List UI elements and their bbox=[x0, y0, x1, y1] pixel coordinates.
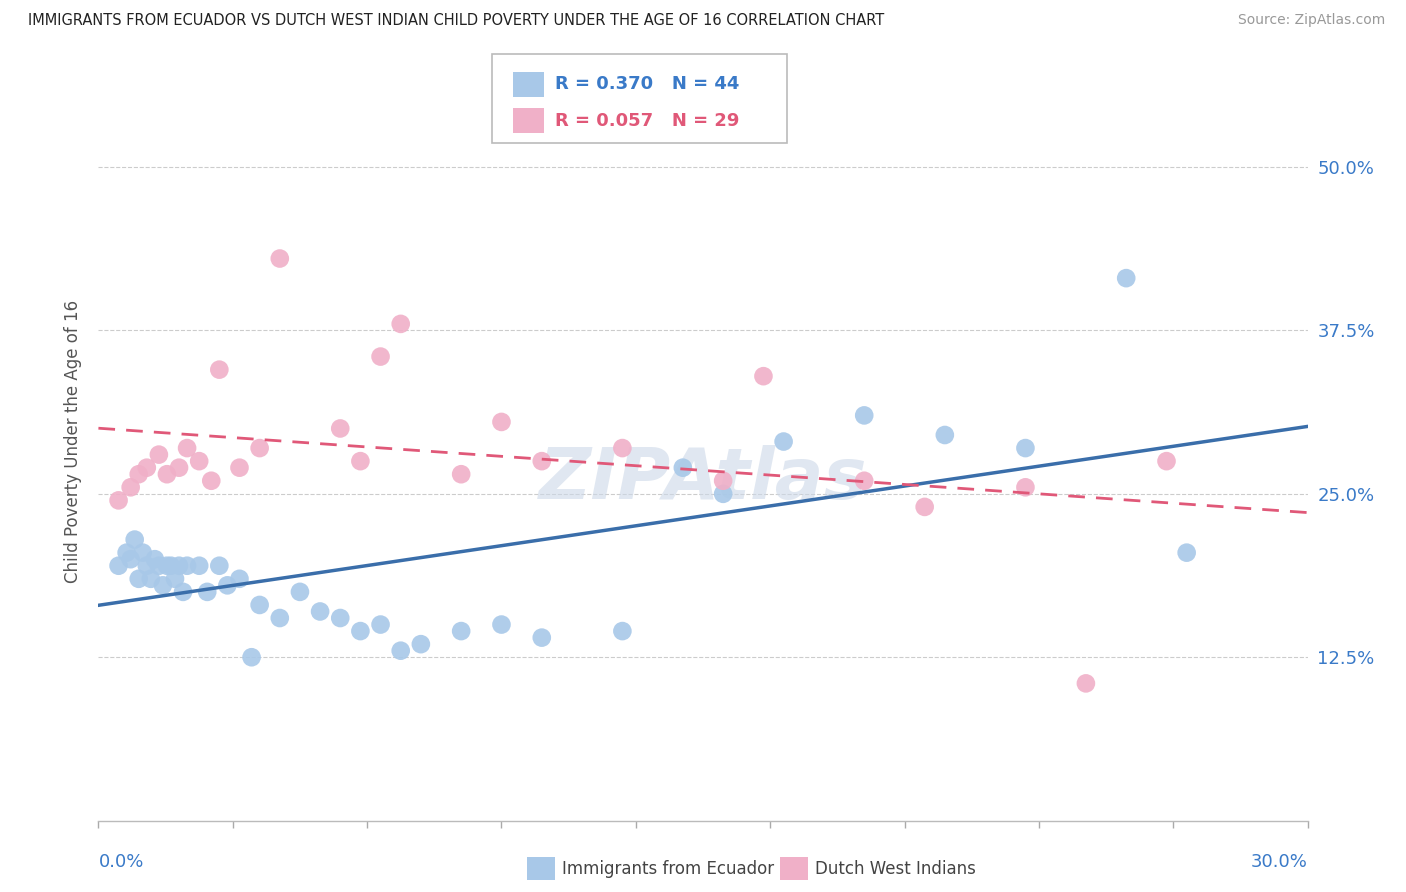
Point bbox=[530, 631, 553, 645]
Point bbox=[370, 350, 392, 364]
Point bbox=[132, 546, 155, 560]
Point bbox=[152, 578, 174, 592]
Text: Dutch West Indians: Dutch West Indians bbox=[815, 860, 976, 878]
Point bbox=[672, 460, 695, 475]
Point bbox=[349, 454, 371, 468]
Point bbox=[188, 454, 211, 468]
Point bbox=[176, 441, 198, 455]
Point bbox=[107, 493, 129, 508]
Point bbox=[240, 650, 263, 665]
Point bbox=[200, 474, 222, 488]
Point bbox=[188, 558, 211, 573]
Point bbox=[139, 572, 162, 586]
Point bbox=[148, 448, 170, 462]
Point bbox=[143, 552, 166, 566]
Point bbox=[124, 533, 146, 547]
Point bbox=[1156, 454, 1178, 468]
Point bbox=[156, 467, 179, 482]
Point bbox=[491, 415, 513, 429]
Point bbox=[163, 572, 186, 586]
Point bbox=[530, 454, 553, 468]
Text: Immigrants from Ecuador: Immigrants from Ecuador bbox=[562, 860, 775, 878]
Point bbox=[120, 552, 142, 566]
Y-axis label: Child Poverty Under the Age of 16: Child Poverty Under the Age of 16 bbox=[63, 300, 82, 583]
Point bbox=[1014, 480, 1036, 494]
Point bbox=[135, 558, 157, 573]
Point bbox=[172, 585, 194, 599]
Point bbox=[167, 460, 190, 475]
Point bbox=[853, 474, 876, 488]
Point bbox=[711, 487, 734, 501]
Point bbox=[1014, 441, 1036, 455]
Point bbox=[752, 369, 775, 384]
Point bbox=[711, 474, 734, 488]
Point bbox=[156, 558, 179, 573]
Point bbox=[128, 572, 150, 586]
Point bbox=[120, 480, 142, 494]
Point bbox=[1115, 271, 1137, 285]
Point bbox=[914, 500, 936, 514]
Point bbox=[115, 546, 138, 560]
Point bbox=[288, 585, 311, 599]
Point bbox=[450, 467, 472, 482]
Point bbox=[329, 421, 352, 435]
Point bbox=[160, 558, 183, 573]
Point bbox=[309, 605, 332, 619]
Point bbox=[853, 409, 876, 423]
Point bbox=[269, 611, 291, 625]
Point bbox=[167, 558, 190, 573]
Point bbox=[491, 617, 513, 632]
Point bbox=[612, 441, 634, 455]
Text: IMMIGRANTS FROM ECUADOR VS DUTCH WEST INDIAN CHILD POVERTY UNDER THE AGE OF 16 C: IMMIGRANTS FROM ECUADOR VS DUTCH WEST IN… bbox=[28, 13, 884, 29]
Point bbox=[772, 434, 794, 449]
Text: R = 0.370   N = 44: R = 0.370 N = 44 bbox=[555, 76, 740, 94]
Point bbox=[228, 460, 250, 475]
Point bbox=[249, 598, 271, 612]
Point bbox=[107, 558, 129, 573]
Point bbox=[389, 317, 412, 331]
Point bbox=[1175, 546, 1198, 560]
Text: 30.0%: 30.0% bbox=[1251, 854, 1308, 871]
Point bbox=[329, 611, 352, 625]
Point bbox=[934, 428, 956, 442]
Point bbox=[349, 624, 371, 639]
Point bbox=[450, 624, 472, 639]
Point bbox=[176, 558, 198, 573]
Point bbox=[208, 558, 231, 573]
Text: ZIPAtlas: ZIPAtlas bbox=[538, 445, 868, 514]
Point bbox=[249, 441, 271, 455]
Point bbox=[1074, 676, 1097, 690]
Text: R = 0.057   N = 29: R = 0.057 N = 29 bbox=[555, 112, 740, 129]
Point bbox=[195, 585, 218, 599]
Point bbox=[135, 460, 157, 475]
Point bbox=[269, 252, 291, 266]
Point bbox=[370, 617, 392, 632]
Point bbox=[389, 643, 412, 657]
Point bbox=[612, 624, 634, 639]
Point bbox=[228, 572, 250, 586]
Text: 0.0%: 0.0% bbox=[98, 854, 143, 871]
Point bbox=[148, 558, 170, 573]
Text: Source: ZipAtlas.com: Source: ZipAtlas.com bbox=[1237, 13, 1385, 28]
Point bbox=[128, 467, 150, 482]
Point bbox=[208, 362, 231, 376]
Point bbox=[217, 578, 239, 592]
Point bbox=[409, 637, 432, 651]
